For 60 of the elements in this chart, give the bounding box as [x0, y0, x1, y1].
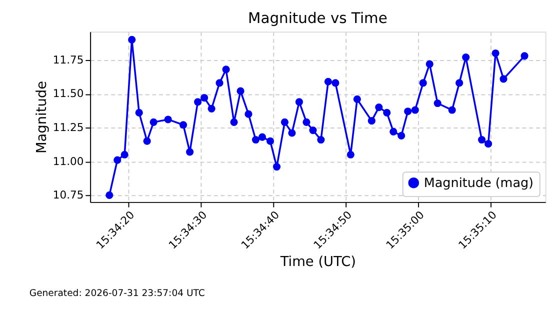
point: [434, 99, 442, 108]
point: [143, 137, 151, 145]
point: [216, 79, 224, 87]
x-axis-title: Time (UTC): [279, 254, 356, 270]
point: [258, 133, 266, 141]
point: [484, 140, 492, 148]
point: [492, 49, 500, 58]
point: [448, 106, 456, 114]
y-tick-label: 11.50: [52, 87, 84, 100]
point: [114, 156, 122, 164]
point: [346, 150, 354, 158]
point: [106, 191, 114, 199]
point: [266, 137, 274, 145]
point: [398, 132, 406, 140]
point: [383, 108, 391, 117]
point: [332, 79, 340, 87]
point: [317, 136, 325, 144]
point: [462, 54, 470, 62]
point: [236, 87, 244, 95]
y-tick-label: 11.00: [52, 154, 84, 168]
point: [179, 121, 188, 129]
text: Generated: 2026-07-31 23:57:04 UTC: [29, 288, 205, 299]
legend-label: Magnitude (mag): [424, 174, 534, 190]
point: [230, 118, 238, 126]
point: [222, 66, 230, 74]
point: [426, 60, 434, 68]
point: [353, 95, 361, 103]
chart-title: Magnitude vs Time: [248, 10, 388, 27]
y-tick-label: 11.75: [52, 53, 84, 66]
point: [164, 116, 172, 124]
point: [368, 117, 376, 125]
point: [302, 118, 310, 126]
point: [280, 118, 289, 126]
y-tick-label: 11.25: [52, 121, 84, 134]
point: [272, 163, 281, 171]
point: [456, 79, 464, 87]
point: [411, 106, 419, 114]
point: [252, 136, 260, 144]
point: [186, 148, 194, 156]
point: [478, 136, 486, 144]
y-tick-label: 10.75: [52, 188, 84, 202]
point: [309, 126, 317, 134]
point: [419, 79, 427, 87]
point: [150, 118, 158, 126]
point: [520, 52, 528, 60]
point: [120, 150, 128, 158]
point: [244, 110, 252, 118]
point: [128, 36, 136, 44]
point: [404, 108, 412, 116]
point: [390, 128, 398, 136]
point: [288, 129, 296, 137]
point: [200, 94, 208, 102]
point: [500, 75, 508, 83]
y-axis-title: Magnitude: [34, 81, 50, 154]
point: [375, 104, 383, 112]
point: [324, 78, 332, 86]
point: [135, 108, 143, 117]
point: [295, 98, 304, 106]
point: [194, 98, 202, 106]
point: [208, 104, 216, 112]
